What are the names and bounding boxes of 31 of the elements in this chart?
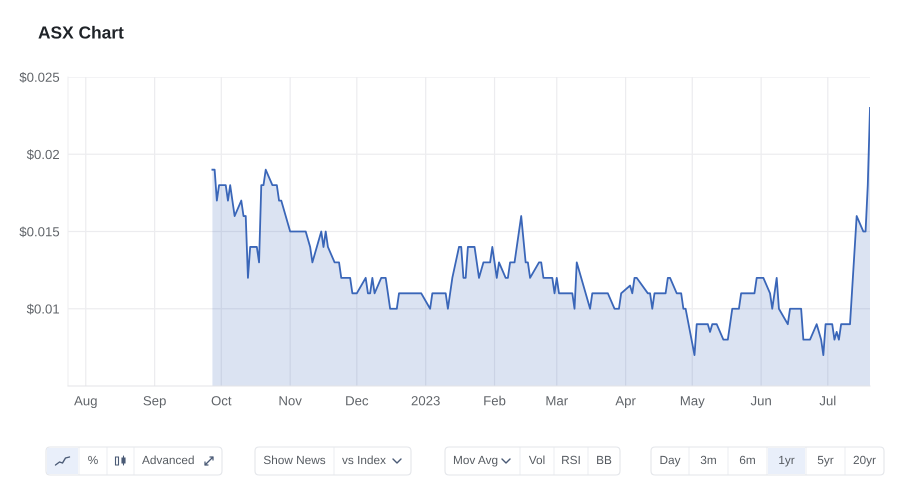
x-tick-label: Aug (74, 396, 97, 408)
y-tick-label: $0.025 (19, 72, 60, 83)
y-tick-label: $0.015 (19, 226, 60, 238)
text: Day (660, 456, 680, 467)
y-tick-label: $0.01 (26, 304, 60, 314)
x-tick-label: Apr (615, 396, 636, 408)
x-tick-label: Oct (212, 396, 232, 406)
x-tick-label: Jun (750, 396, 771, 406)
y-tick-label: $0.02 (26, 149, 60, 160)
x-tick-label: Jul (820, 396, 836, 406)
text: 6m (740, 456, 755, 464)
text: vs Index (342, 455, 386, 464)
x-tick-label: Nov (280, 396, 302, 406)
text: % (88, 456, 98, 464)
x-tick-label: Mar (546, 396, 568, 406)
x-tick-label: Feb (484, 396, 506, 406)
text: Mov Avg (454, 456, 498, 467)
chart-title: ASX Chart (38, 26, 124, 39)
text: 20yr (854, 456, 876, 467)
x-tick-label: 2023 (412, 396, 440, 406)
text: BB (597, 456, 612, 464)
text: 1yr (779, 456, 795, 467)
text: Vol (528, 455, 544, 464)
text: Advanced (142, 455, 194, 464)
text: RSI (562, 456, 580, 464)
x-tick-label: Sep (144, 396, 166, 408)
x-tick-label: Dec (346, 396, 368, 406)
text: 5yr (818, 456, 834, 467)
text: Show News (264, 455, 326, 464)
text: 3m (700, 456, 716, 464)
x-tick-label: May (680, 396, 705, 408)
